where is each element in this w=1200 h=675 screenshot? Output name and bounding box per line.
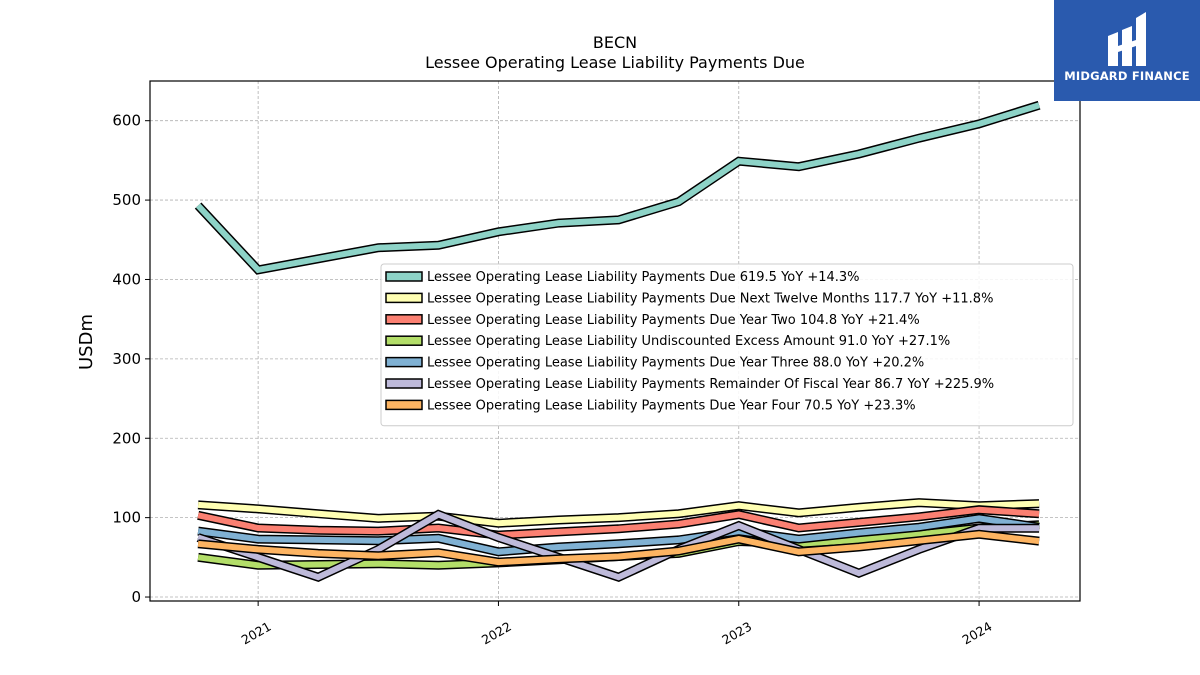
y-tick-label: 300	[112, 350, 141, 368]
logo-text: MIDGARD FINANCE	[1064, 69, 1190, 83]
legend-box	[380, 263, 1074, 427]
logo: MIDGARD FINANCE	[1054, 0, 1200, 101]
y-tick-label: 100	[112, 509, 141, 527]
x-tick-label: 2022	[479, 619, 514, 648]
legend-entry: Lessee Operating Lease Liability Payment…	[427, 356, 924, 371]
legend-entry: Lessee Operating Lease Liability Payment…	[427, 291, 993, 306]
y-tick-label: 400	[112, 270, 141, 288]
legend-entry: Lessee Operating Lease Liability Undisco…	[427, 334, 950, 349]
series-line	[195, 102, 1040, 274]
plot-frame	[149, 80, 1081, 602]
series-line	[197, 506, 1040, 539]
legend-entry: Lessee Operating Lease Liability Payment…	[427, 377, 994, 392]
legend-swatch	[385, 271, 423, 282]
series-lines	[194, 100, 1041, 583]
legend-swatch	[385, 399, 423, 411]
x-axis-ticks: 2021 2022 2023 2024	[239, 601, 995, 648]
series-line	[197, 499, 1040, 527]
chart-subtitle: Lessee Operating Lease Liability Payment…	[425, 53, 805, 72]
legend: Lessee Operating Lease Liability Payment…	[380, 263, 1074, 427]
series-line	[197, 515, 1040, 555]
x-tick-label: 2024	[960, 619, 995, 648]
y-tick-label: 200	[112, 429, 141, 447]
y-axis-label: USDm	[76, 314, 97, 370]
legend-entry: Lessee Operating Lease Liability Payment…	[427, 398, 916, 413]
y-tick-label: 500	[112, 191, 141, 209]
y-tick-label: 600	[112, 112, 141, 130]
legend-swatch	[385, 335, 423, 346]
series-line-outline	[194, 100, 1041, 275]
logo-mark-icon	[1108, 12, 1146, 66]
series-line	[197, 511, 1040, 581]
legend-entry: Lessee Operating Lease Liability Payment…	[427, 270, 860, 285]
y-tick-label: 0	[131, 588, 141, 606]
x-tick-label: 2023	[719, 619, 754, 648]
legend-swatch	[385, 314, 423, 325]
y-axis-ticks: 0 100 200 300 400 500 600	[112, 112, 150, 606]
legend-swatch	[385, 378, 423, 389]
legend-swatch	[385, 292, 423, 304]
x-tick-label: 2021	[239, 619, 274, 648]
series-line	[197, 531, 1040, 566]
legend-entry: Lessee Operating Lease Liability Payment…	[427, 313, 920, 328]
legend-swatch	[385, 356, 423, 368]
chart-title: BECN	[593, 33, 637, 52]
